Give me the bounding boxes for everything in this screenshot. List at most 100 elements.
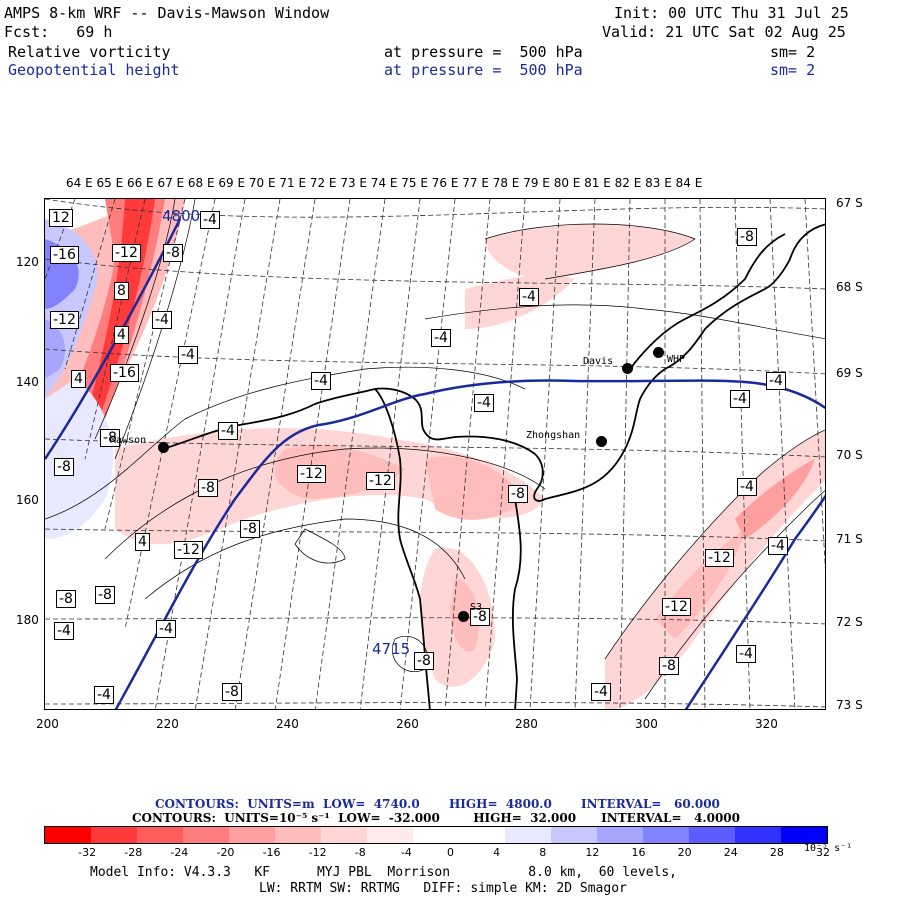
x-tick: 240 — [276, 717, 299, 731]
contour-label: -12 — [366, 472, 395, 490]
colorbar-swatch — [505, 827, 551, 843]
contour-label: -4 — [54, 622, 74, 640]
contour-label: -4 — [311, 372, 331, 390]
contour-label: -12 — [112, 244, 141, 262]
contour-label: -4 — [730, 390, 750, 408]
colorbar — [44, 826, 828, 844]
contour-label: -12 — [662, 598, 691, 616]
contour-label: -4 — [591, 683, 611, 701]
contour-label: -16 — [50, 246, 79, 264]
colorbar-tick-label: -4 — [400, 846, 412, 859]
y-tick: 180 — [16, 613, 39, 627]
longitude-ticks: 64 E 65 E 66 E 67 E 68 E 69 E 70 E 71 E … — [66, 176, 703, 190]
contour-label: -4 — [94, 686, 114, 704]
contour-label: -4 — [737, 478, 757, 496]
contour-label: -4 — [736, 645, 756, 663]
colorbar-tick-label: 16 — [631, 846, 646, 859]
field2-name: Geopotential height — [8, 61, 180, 79]
colorbar-tick-label: 4 — [493, 846, 501, 859]
contour-label: -8 — [508, 485, 528, 503]
contour-label: -8 — [222, 683, 242, 701]
field1-pressure: at pressure = 500 hPa — [384, 43, 583, 61]
height-contours — [45, 218, 825, 709]
colorbar-swatch — [183, 827, 229, 843]
x-tick: 200 — [36, 717, 59, 731]
contour-label: -8 — [414, 652, 434, 670]
contour-label: 12 — [49, 209, 73, 227]
contour-label: -8 — [470, 608, 490, 626]
coastline — [162, 223, 825, 709]
colorbar-swatch — [91, 827, 137, 843]
contour-label: -8 — [56, 590, 76, 608]
contour-label: -8 — [240, 520, 260, 538]
contour-label: -4 — [768, 537, 788, 555]
colorbar-swatch — [597, 827, 643, 843]
lat-tick: 73 S — [836, 698, 863, 712]
contour-label: -8 — [54, 458, 74, 476]
colorbar-swatch — [413, 827, 459, 843]
station-marker — [653, 347, 664, 358]
colorbar-tick-label: 20 — [677, 846, 692, 859]
contour-label: -12 — [705, 549, 734, 567]
contour-label: -4 — [156, 620, 176, 638]
x-tick: 320 — [755, 717, 778, 731]
colorbar-tick-label: 0 — [447, 846, 455, 859]
contour-label: -4 — [519, 288, 539, 306]
field2-smoothing: sm= 2 — [770, 61, 816, 79]
model-info-physics: LW: RRTM SW: RRTMG DIFF: simple KM: 2D S… — [259, 881, 627, 896]
colorbar-tick-label: -28 — [124, 846, 143, 859]
vorticity-contour-info: CONTOURS: UNITS=10⁻⁵ s⁻¹ LOW= -32.000 HI… — [132, 811, 740, 825]
contour-label: 4 — [114, 326, 129, 344]
contour-label: -4 — [766, 372, 786, 390]
y-tick: 120 — [16, 255, 39, 269]
lat-tick: 68 S — [836, 280, 863, 294]
x-tick: 280 — [515, 717, 538, 731]
height-label: 4800 — [162, 207, 201, 225]
init-time: Init: 00 UTC Thu 31 Jul 25 — [614, 4, 849, 22]
colorbar-swatch — [781, 827, 827, 843]
colorbar-swatch — [45, 827, 91, 843]
colorbar-tick-label: -12 — [308, 846, 327, 859]
contour-label: -4 — [200, 211, 220, 229]
lat-tick: 67 S — [836, 196, 863, 210]
valid-time: Valid: 21 UTC Sat 02 Aug 25 — [602, 23, 846, 41]
field2-pressure: at pressure = 500 hPa — [384, 61, 583, 79]
lat-tick: 72 S — [836, 615, 863, 629]
field1-smoothing: sm= 2 — [770, 43, 816, 61]
contour-label: -12 — [174, 541, 203, 559]
colorbar-tick-label: 8 — [539, 846, 547, 859]
colorbar-swatch — [735, 827, 781, 843]
colorbar-tick-label: -8 — [354, 846, 366, 859]
colorbar-swatch — [137, 827, 183, 843]
lat-tick: 69 S — [836, 366, 863, 380]
colorbar-tick-label: -32 — [78, 846, 97, 859]
x-tick: 260 — [396, 717, 419, 731]
contour-label: -8 — [659, 657, 679, 675]
colorbar-swatch — [551, 827, 597, 843]
contour-label: -4 — [218, 422, 238, 440]
contour-label: -8 — [198, 479, 218, 497]
height-contour-info: CONTOURS: UNITS=m LOW= 4740.0 HIGH= 4800… — [155, 797, 720, 811]
field1-name: Relative vorticity — [8, 43, 171, 61]
contour-label: -8 — [163, 244, 183, 262]
contour-label: -4 — [474, 394, 494, 412]
station-marker — [158, 442, 169, 453]
colorbar-swatch — [321, 827, 367, 843]
map-canvas — [45, 199, 825, 709]
y-tick: 140 — [16, 375, 39, 389]
colorbar-swatch — [229, 827, 275, 843]
station-label: Zhongshan — [526, 430, 581, 441]
station-label: Mawson — [110, 435, 147, 446]
vorticity-contours — [45, 199, 825, 700]
y-tick: 160 — [16, 493, 39, 507]
station-label: Davis — [583, 356, 614, 367]
station-label: WHP — [667, 354, 686, 365]
contour-label: -4 — [178, 346, 198, 364]
colorbar-tick-label: 32 — [816, 846, 830, 859]
contour-label: -4 — [431, 329, 451, 347]
colorbar-tick-label: 24 — [723, 846, 738, 859]
colorbar-tick-label: -20 — [216, 846, 235, 859]
colorbar-swatch — [643, 827, 689, 843]
colorbar-swatch — [689, 827, 735, 843]
contour-label: -4 — [152, 311, 172, 329]
